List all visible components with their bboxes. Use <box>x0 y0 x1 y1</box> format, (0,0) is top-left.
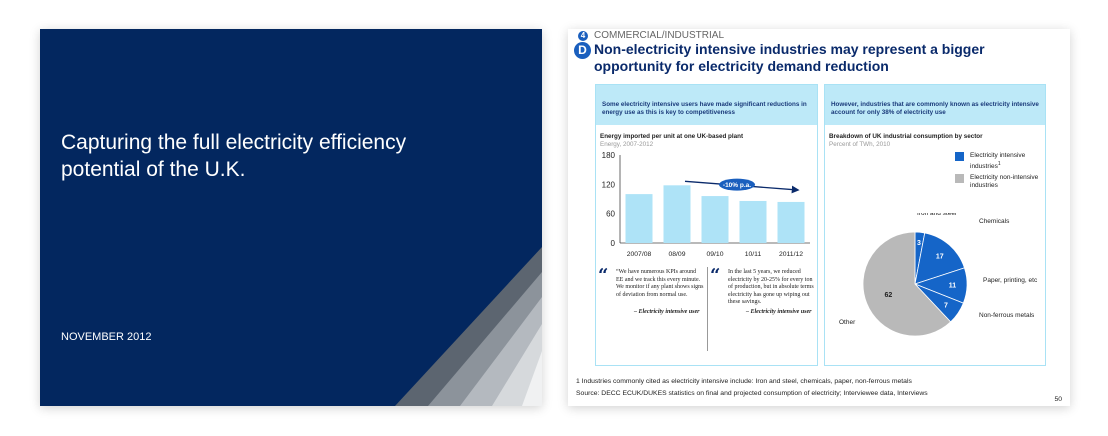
pie-value-label: 7 <box>944 303 948 310</box>
cover-date: NOVEMBER 2012 <box>61 331 152 343</box>
pie-slice <box>862 231 952 337</box>
pie-value-label: 11 <box>949 283 957 290</box>
legend-swatch-non-intensive <box>955 174 964 183</box>
pie-value-label: 3 <box>917 240 921 247</box>
bar-chart-subtitle: Energy, 2007-2012 <box>600 141 654 148</box>
pie-chart: 3 Iron and steel 17 Chemicals 11 Paper, print… <box>839 213 1038 337</box>
section-number-badge: 4 <box>578 31 588 41</box>
pie-value-label: 62 <box>885 292 893 299</box>
x-tick-label: 09/10 <box>706 251 723 258</box>
y-tick-label: 120 <box>602 180 616 189</box>
bar <box>739 200 767 243</box>
slide-title: Non-electricity intensive industries may… <box>594 41 985 74</box>
pie-category-label: Iron and steel <box>917 213 957 217</box>
pie-slice <box>914 232 965 285</box>
quote1-attribution: – Electricity intensive user <box>634 309 700 315</box>
bar <box>701 196 729 243</box>
footnote: 1 Industries commonly cited as electrici… <box>576 378 912 385</box>
right-panel: However, industries that are commonly kn… <box>824 84 1046 366</box>
trend-badge <box>719 178 755 191</box>
legend-label-intensive: Electricity intensive industries1 <box>970 152 1026 171</box>
left-panel-header: Some electricity intensive users have ma… <box>596 85 817 125</box>
cover-title: Capturing the full electricity efficienc… <box>61 131 407 181</box>
page-number: 50 <box>1054 396 1062 403</box>
legend-swatch-intensive <box>955 152 964 161</box>
pie-chart-title: Breakdown of UK industrial consumption b… <box>829 133 983 140</box>
x-tick-label: 10/11 <box>745 251 762 258</box>
x-tick-label: 2011/12 <box>779 251 803 258</box>
bar <box>663 185 691 243</box>
y-tick-label: 60 <box>606 210 615 219</box>
section-label: COMMERCIAL/INDUSTRIAL <box>594 30 725 41</box>
y-tick-label: 180 <box>602 151 616 160</box>
bar <box>777 201 805 243</box>
decorative-stripes <box>395 247 542 406</box>
quote-divider <box>707 267 708 351</box>
section-letter-badge: D <box>574 42 591 59</box>
y-tick-label: 0 <box>611 239 616 248</box>
x-tick-label: 08/09 <box>668 251 685 258</box>
quote2-text: In the last 5 years, we reduced electric… <box>728 269 814 305</box>
source-note: Source: DECC ECUK/DUKES statistics on fi… <box>576 390 928 397</box>
trend-label: -10% p.a. <box>723 182 751 189</box>
quote-icon: “ <box>598 265 609 286</box>
cover-slide[interactable]: Capturing the full electricity efficienc… <box>40 29 542 406</box>
pie-category-label: Paper, printing, etc <box>983 277 1038 284</box>
bar-chart: 0 60 120 180 2007/08 08/09 09/10 10/11 2011/12 -1… <box>602 151 810 258</box>
pie-category-label: Other <box>839 319 856 326</box>
content-slide[interactable]: 4 COMMERCIAL/INDUSTRIAL D Non-electricit… <box>568 29 1070 406</box>
quote2-attribution: – Electricity intensive user <box>746 309 812 315</box>
x-tick-label: 2007/08 <box>627 251 652 258</box>
quote-icon: “ <box>710 265 721 286</box>
left-panel: Some electricity intensive users have ma… <box>595 84 818 366</box>
pie-category-label: Chemicals <box>979 218 1010 225</box>
pie-value-label: 17 <box>936 253 944 260</box>
quote1-text: “We have numerous KPIs around EE and we … <box>616 269 704 298</box>
right-panel-header: However, industries that are commonly kn… <box>825 85 1045 125</box>
legend-label-non-intensive: Electricity non-intensive industries <box>970 174 1039 189</box>
bar-chart-title: Energy imported per unit at one UK-based… <box>600 133 744 140</box>
pie-chart-subtitle: Percent of TWh, 2010 <box>829 141 891 148</box>
pie-category-label: Non-ferrous metals <box>979 312 1035 319</box>
bar <box>625 194 653 243</box>
